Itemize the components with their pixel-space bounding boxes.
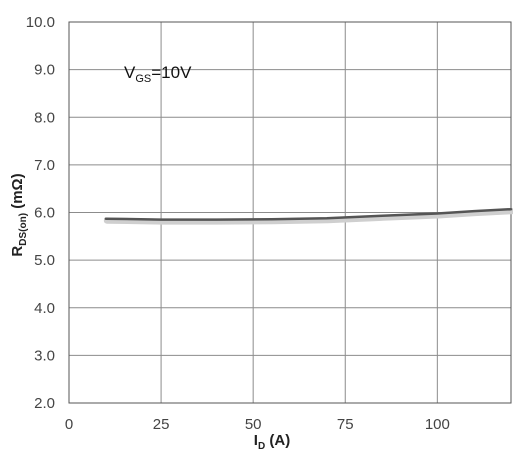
- y-axis-label-main: R: [9, 246, 26, 257]
- annotation-vgs-main: V: [124, 63, 136, 82]
- annotation-vgs-value: =10V: [151, 63, 192, 82]
- x-tick-label-3: 75: [337, 416, 354, 433]
- y-tick-label-1: 3.0: [34, 347, 55, 364]
- annotation-vgs: VGS=10V: [124, 63, 192, 85]
- x-tick-label-0: 0: [65, 416, 73, 433]
- x-axis-label-unit: (A): [265, 432, 290, 449]
- x-tick-label-2: 50: [245, 416, 262, 433]
- series-line-0: [104, 207, 513, 221]
- annotation-vgs-sub: GS: [135, 73, 151, 85]
- y-tick-label-8: 10.0: [26, 14, 55, 31]
- y-tick-label-7: 9.0: [34, 62, 55, 79]
- y-tick-label-4: 6.0: [34, 205, 55, 222]
- y-tick-label-0: 2.0: [34, 395, 55, 412]
- y-tick-label-5: 7.0: [34, 157, 55, 174]
- y-axis-label-unit: (mΩ): [9, 173, 26, 213]
- y-tick-labels: 2.0 3.0 4.0 5.0 6.0 7.0 8.0 9.0 10.0: [26, 14, 55, 412]
- y-axis-label: RDS(on) (mΩ): [9, 173, 29, 256]
- series-layer: [103, 207, 513, 225]
- x-tick-label-1: 25: [153, 416, 170, 433]
- x-tick-labels: 0 25 50 75 100: [65, 416, 450, 433]
- series-line-shadow-0: [103, 208, 513, 225]
- x-tick-label-4: 100: [425, 416, 450, 433]
- y-tick-label-6: 8.0: [34, 109, 55, 126]
- x-axis-label: ID (A): [254, 432, 290, 452]
- x-axis-label-sub: D: [258, 441, 265, 452]
- x-axis-label-main: I: [254, 432, 258, 449]
- y-tick-label-3: 5.0: [34, 252, 55, 269]
- y-axis-label-sub: DS(on): [18, 213, 29, 246]
- y-tick-label-2: 4.0: [34, 300, 55, 317]
